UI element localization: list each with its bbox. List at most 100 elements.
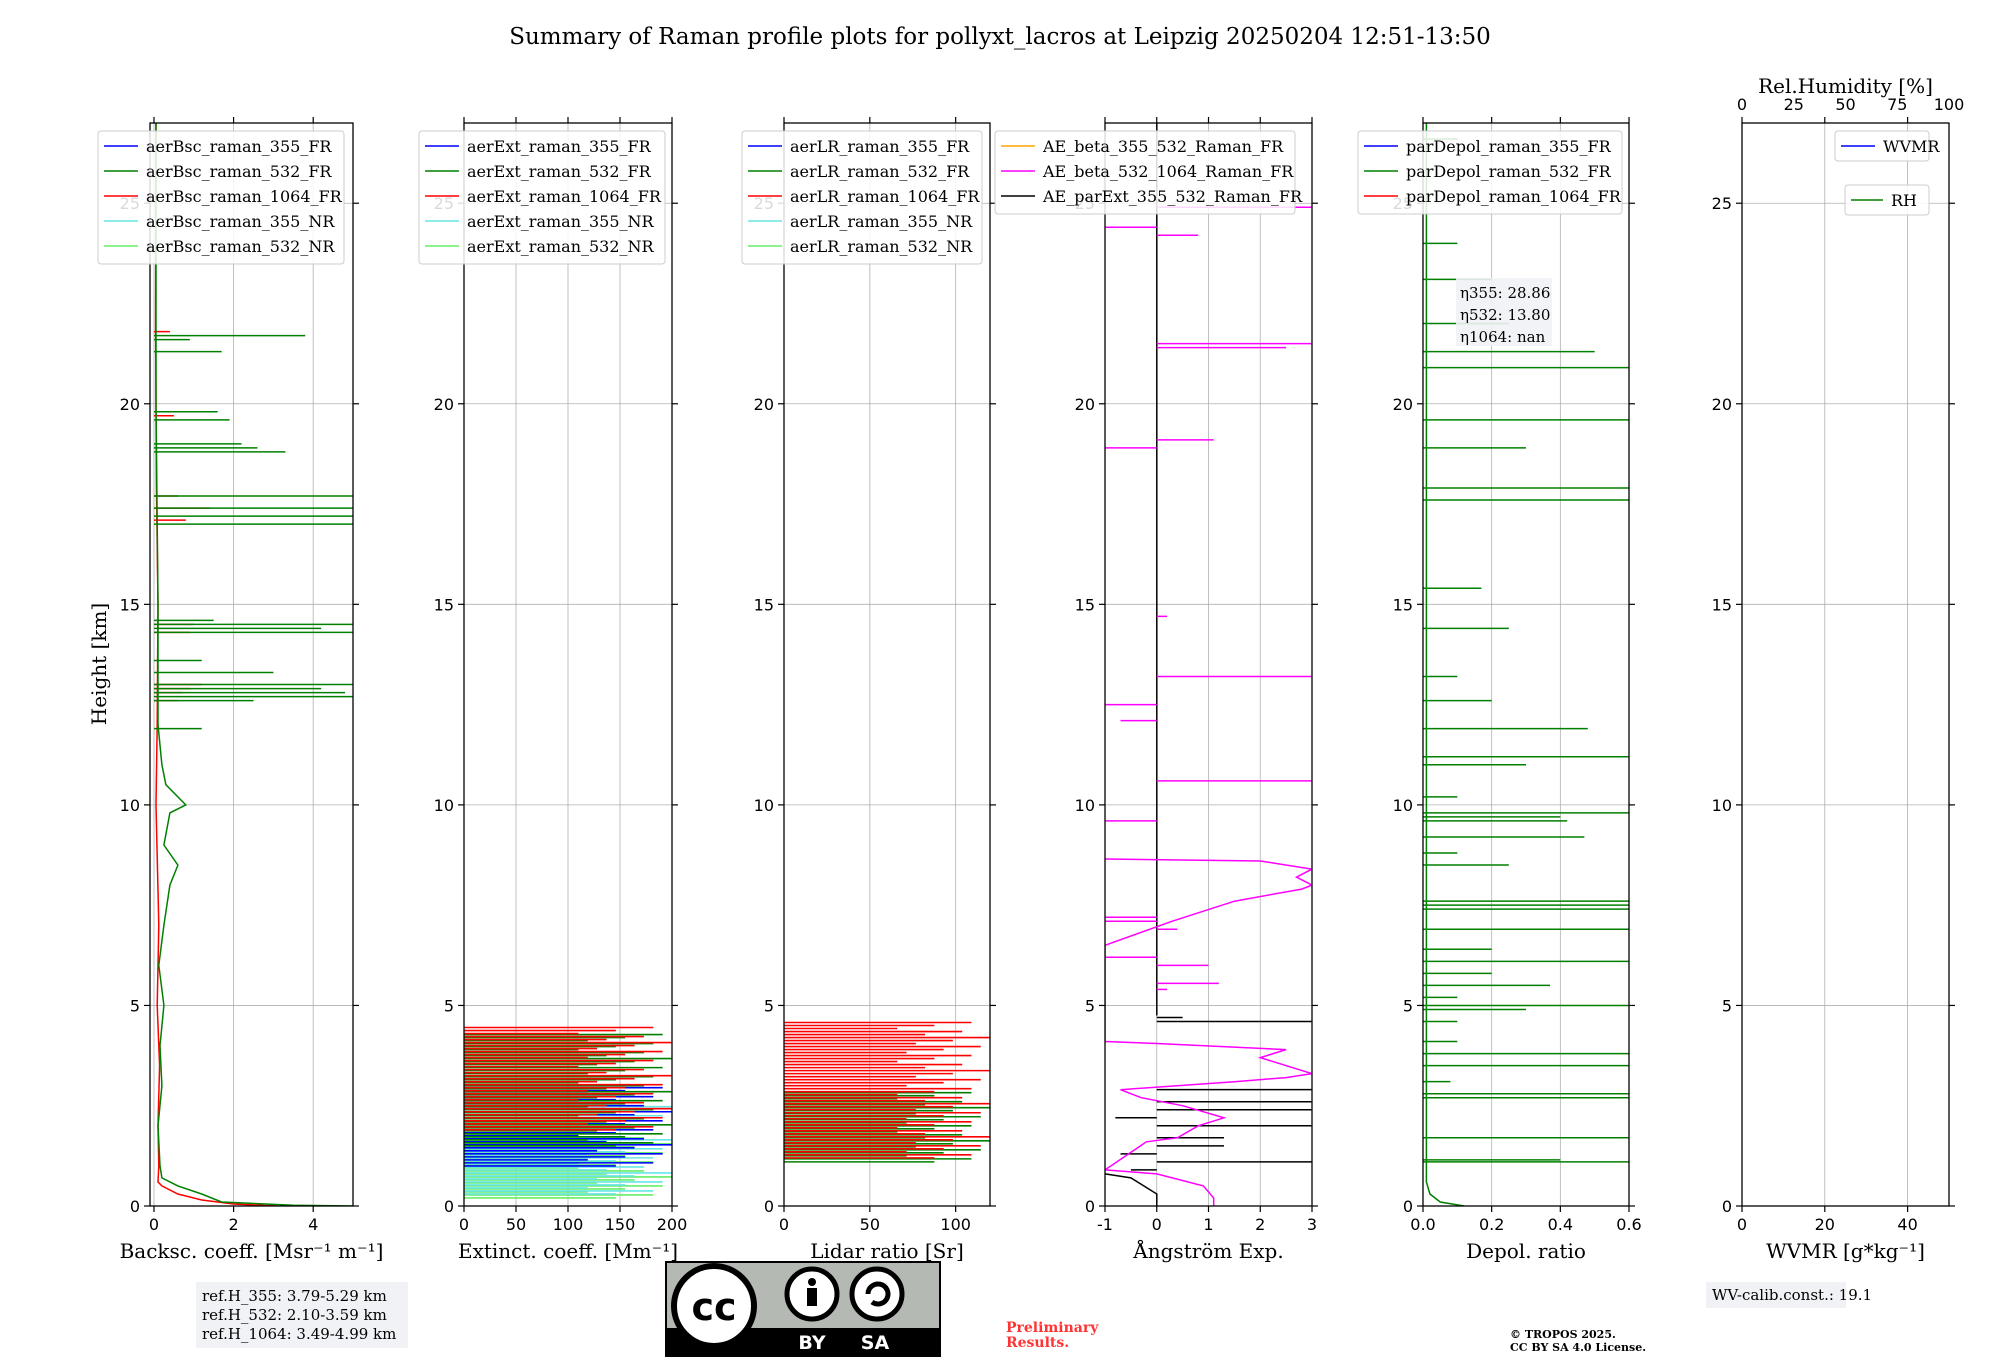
y-tick-label: 5 (764, 996, 774, 1015)
y-tick-label: 15 (1393, 595, 1413, 614)
legend: AE_beta_355_532_Raman_FR AE_beta_532_1064… (995, 131, 1303, 214)
x-tick-label: 0 (459, 1215, 469, 1234)
y-tick-label: 20 (120, 395, 140, 414)
legend: aerBsc_raman_355_FR aerBsc_raman_532_FRae… (98, 131, 344, 264)
x-tick-label: 40 (1897, 1215, 1917, 1234)
x-tick-label: 0 (779, 1215, 789, 1234)
ref-heights-box: ref.H_355: 3.79-5.29 km ref.H_532: 2.10-… (196, 1282, 408, 1348)
y-tick-label: 20 (754, 395, 774, 414)
cc-icon-text: cc (691, 1285, 736, 1329)
y-tick-label: 5 (1722, 996, 1732, 1015)
legend-label: aerLR_raman_532_FR (790, 162, 970, 181)
y-tick-label: 10 (1712, 796, 1732, 815)
legend-label: aerLR_raman_355_FR (790, 137, 970, 156)
y-tick-label: 25 (1712, 194, 1732, 213)
wv-calib-box: WV-calib.const.: 19.1 (1706, 1282, 1872, 1308)
y-tick-label: 0 (764, 1197, 774, 1216)
x-axis-label: Ångström Exp. (1132, 1238, 1283, 1263)
x-tick-label: 50 (506, 1215, 526, 1234)
copyright-line-1: © TROPOS 2025. (1510, 1328, 1616, 1341)
top-tick-label: 0 (1737, 95, 1747, 114)
y-tick-label: 5 (130, 996, 140, 1015)
x-axis-label: Extinct. coeff. [Mm⁻¹] (458, 1239, 678, 1263)
x-tick-label: 0.0 (1410, 1215, 1435, 1234)
legend-label: aerLR_raman_532_NR (790, 237, 973, 256)
x-tick-label: 150 (605, 1215, 636, 1234)
wv-calib-text: WV-calib.const.: 19.1 (1712, 1286, 1872, 1304)
x-tick-label: 0.4 (1548, 1215, 1573, 1234)
x-tick-label: -1 (1097, 1215, 1113, 1234)
panel-bsc: 0510152025024Backsc. coeff. [Msr⁻¹ m⁻¹]a… (98, 117, 383, 1263)
figure-title: Summary of Raman profile plots for polly… (509, 24, 1491, 50)
panel-ae: 0510152025-10123Ångström Exp.AE_beta_355… (995, 117, 1318, 1263)
legend-label: aerExt_raman_1064_FR (467, 187, 662, 206)
legend: parDepol_raman_355_FR parDepol_raman_532_… (1358, 131, 1622, 214)
y-tick-label: 0 (1403, 1197, 1413, 1216)
profile-line-aerBsc_raman_1064_FR (156, 123, 278, 1206)
top-tick-label: 100 (1934, 95, 1965, 114)
preliminary-line-1: Preliminary (1006, 1320, 1099, 1336)
legend-label: parDepol_raman_532_FR (1406, 162, 1612, 181)
y-tick-label: 10 (1393, 796, 1413, 815)
x-tick-label: 200 (657, 1215, 688, 1234)
legend-label: parDepol_raman_1064_FR (1406, 187, 1622, 206)
y-tick-label: 15 (434, 595, 454, 614)
legend: aerLR_raman_355_FR aerLR_raman_532_FR aerL… (742, 131, 982, 264)
y-tick-label: 15 (754, 595, 774, 614)
y-tick-label: 0 (1085, 1197, 1095, 1216)
legend-label: aerExt_raman_532_NR (467, 237, 655, 256)
y-tick-label: 10 (120, 796, 140, 815)
legend-label: AE_beta_532_1064_Raman_FR (1042, 162, 1294, 181)
y-tick-label: 10 (1075, 796, 1095, 815)
y-tick-label: 15 (1712, 595, 1732, 614)
legend-label: aerBsc_raman_355_FR (146, 137, 332, 156)
legend-label: WVMR (1883, 137, 1940, 156)
plot-area-bsc (154, 123, 353, 1206)
x-tick-label: 50 (860, 1215, 880, 1234)
ref-h-532: ref.H_532: 2.10-3.59 km (202, 1306, 387, 1324)
x-axis-label: Depol. ratio (1466, 1239, 1586, 1263)
legend-label: RH (1891, 191, 1917, 210)
plot-area-ext (464, 1028, 672, 1198)
ref-h-1064: ref.H_1064: 3.49-4.99 km (202, 1325, 396, 1343)
legend-label: aerBsc_raman_1064_FR (146, 187, 343, 206)
y-tick-label: 0 (130, 1197, 140, 1216)
legend-label: aerExt_raman_532_FR (467, 162, 652, 181)
by-icon-body (807, 1288, 817, 1306)
eta-line: η355: 28.86 (1460, 284, 1550, 302)
legend-label: aerExt_raman_355_FR (467, 137, 652, 156)
y-tick-label: 20 (1712, 395, 1732, 414)
x-tick-label: 0.6 (1616, 1215, 1641, 1234)
legend-label: parDepol_raman_355_FR (1406, 137, 1612, 156)
y-tick-label: 15 (120, 595, 140, 614)
legend: WVMR RH (1835, 131, 1940, 215)
y-tick-label: 0 (1722, 1197, 1732, 1216)
y-tick-label: 20 (1393, 395, 1413, 414)
y-tick-label: 10 (434, 796, 454, 815)
x-tick-label: 20 (1815, 1215, 1835, 1234)
legend-label: aerExt_raman_355_NR (467, 212, 655, 231)
legend-label: AE_beta_355_532_Raman_FR (1042, 137, 1284, 156)
profile-line-AE_parExt_355_532_Raman_FR (1105, 1174, 1157, 1206)
x-axis-label: Lidar ratio [Sr] (810, 1239, 964, 1263)
legend-label: aerBsc_raman_532_NR (146, 237, 335, 256)
legend-label: aerBsc_raman_355_NR (146, 212, 335, 231)
top-axis-label: Rel.Humidity [%] (1758, 74, 1933, 98)
x-tick-label: 4 (308, 1215, 318, 1234)
panel-ext: 0510152025050100150200Extinct. coeff. [M… (419, 117, 687, 1263)
y-tick-label: 20 (1075, 395, 1095, 414)
y-tick-label: 5 (444, 996, 454, 1015)
y-tick-label: 5 (1085, 996, 1095, 1015)
legend-label: aerLR_raman_1064_FR (790, 187, 980, 206)
x-tick-label: 0 (149, 1215, 159, 1234)
legend: aerExt_raman_355_FR aerExt_raman_532_FRae… (419, 131, 665, 264)
raman-summary-figure: Summary of Raman profile plots for polly… (0, 0, 2000, 1360)
plot-area-lr (784, 1022, 990, 1161)
ref-h-355: ref.H_355: 3.79-5.29 km (202, 1287, 387, 1305)
x-tick-label: 100 (940, 1215, 971, 1234)
eta-line: η1064: nan (1460, 328, 1546, 346)
cc-license-badge: cc BY SA (666, 1262, 940, 1356)
eta-line: η532: 13.80 (1460, 306, 1550, 324)
preliminary-line-2: Results. (1006, 1335, 1069, 1351)
x-tick-label: 100 (553, 1215, 584, 1234)
